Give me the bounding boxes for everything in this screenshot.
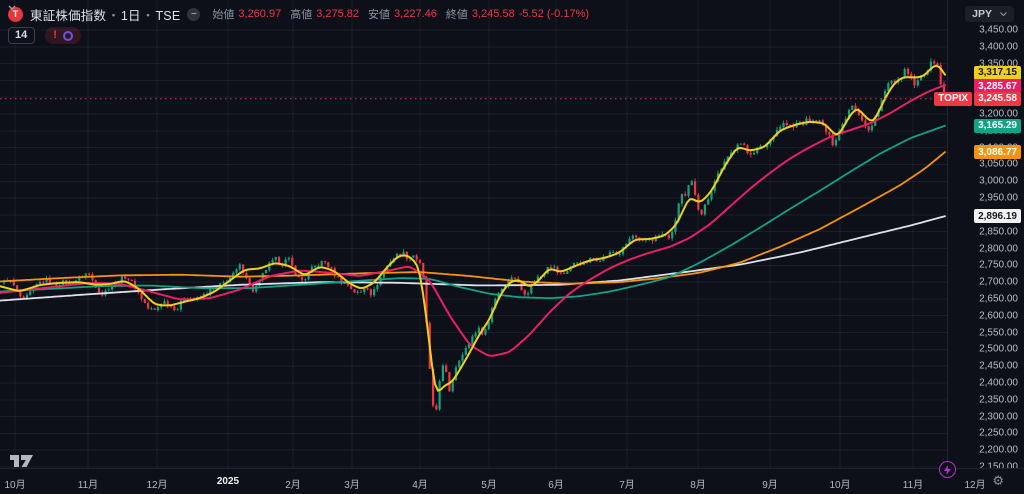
exchange-label: TSE bbox=[155, 8, 181, 23]
time-tick-month: 10月 bbox=[4, 480, 26, 491]
interval-label: 1日 bbox=[120, 8, 141, 23]
low-label: 安値 bbox=[368, 9, 391, 21]
time-axis[interactable]: 10月 11月 12月 2025 2月 3月 4月 5月 6月 7月 8月 9月 10月 11月 12月 ⚙ bbox=[0, 468, 1024, 494]
alerts-pill[interactable]: ! bbox=[45, 27, 81, 44]
time-tick-month: 12月 bbox=[146, 480, 168, 491]
high-label: 高値 bbox=[290, 9, 313, 21]
price-tick-label: 2,250.00 bbox=[979, 427, 1018, 439]
price-tick-label: 2,350.00 bbox=[979, 394, 1018, 406]
price-tick-label: 2,500.00 bbox=[979, 343, 1018, 355]
time-tick-month: 5月 bbox=[481, 480, 497, 491]
currency-label: JPY bbox=[972, 8, 992, 20]
price-tick-label: 2,750.00 bbox=[979, 259, 1018, 271]
chevron-down-icon bbox=[8, 5, 16, 10]
currency-selector[interactable]: JPY bbox=[965, 6, 1014, 22]
low-value: 3,227.46 bbox=[394, 8, 437, 20]
symbol-tag: TOPIX bbox=[934, 91, 973, 106]
price-tick-label: 3,050.00 bbox=[979, 158, 1018, 170]
price-tick-label: 3,000.00 bbox=[979, 175, 1018, 187]
price-tick-label: 3,400.00 bbox=[979, 41, 1018, 53]
close-value: 3,245.58 bbox=[471, 8, 515, 20]
badge-price: 2,896.19 bbox=[974, 209, 1021, 224]
time-tick-month: 11月 bbox=[902, 480, 924, 491]
ma-longest-price-badge: 2,896.19 bbox=[974, 209, 1021, 224]
badge-price: 3,165.29 bbox=[974, 118, 1021, 133]
time-tick-month: 4月 bbox=[412, 480, 428, 491]
close-label: 終値 bbox=[445, 9, 468, 21]
chart-legend: T 東証株価指数・1日・TSE – 始値 3,260.97 高値 3,275.82 … bbox=[8, 5, 589, 44]
price-tick-label: 3,350.00 bbox=[979, 58, 1018, 70]
badge-price: 3,285.67 bbox=[974, 79, 1021, 94]
indicator-count: 14 bbox=[15, 29, 28, 41]
time-tick-month: 2月 bbox=[285, 480, 301, 491]
ma-fast-price-badge: 3,317.15 bbox=[974, 65, 1021, 80]
symbol-logo-icon: T bbox=[8, 6, 23, 22]
time-tick-month: 8月 bbox=[690, 480, 706, 491]
market-status-minus-circle-icon[interactable]: – bbox=[187, 7, 201, 21]
ohlc-readout: 始値 3,260.97 高値 3,275.82 安値 3,227.46 終値 3,245… bbox=[207, 6, 589, 22]
badge-price: 3,086.77 bbox=[974, 145, 1021, 160]
badge-price: 3,317.15 bbox=[974, 65, 1021, 80]
price-tick-label: 2,600.00 bbox=[979, 310, 1018, 322]
ma-slower-price-badge: 3,086.77 bbox=[974, 145, 1021, 160]
price-tick-label: 2,950.00 bbox=[979, 192, 1018, 204]
time-tick-month: 10月 bbox=[829, 480, 851, 491]
price-tick-label: 2,300.00 bbox=[979, 411, 1018, 423]
price-tick-label: 2,800.00 bbox=[979, 243, 1018, 254]
price-tick-label: 2,700.00 bbox=[979, 276, 1018, 288]
settings-gear-icon[interactable]: ⚙ bbox=[992, 473, 1004, 488]
candlestick-chart[interactable] bbox=[0, 0, 947, 468]
price-tick-label: 2,550.00 bbox=[979, 327, 1018, 339]
last-price-badge: TOPIX 3,245.58 bbox=[934, 91, 1021, 106]
warning-icon: ! bbox=[53, 29, 57, 41]
caret-down-icon bbox=[1000, 12, 1007, 16]
time-tick-month: 9月 bbox=[762, 480, 778, 491]
lightning-icon[interactable] bbox=[939, 461, 956, 478]
symbol-name: 東証株価指数 bbox=[30, 8, 107, 23]
chart-plot-area[interactable]: T 東証株価指数・1日・TSE – 始値 3,260.97 高値 3,275.82 … bbox=[0, 0, 947, 468]
price-tick-label: 2,450.00 bbox=[979, 360, 1018, 372]
price-tick-label: 2,400.00 bbox=[979, 377, 1018, 389]
separator: ・ bbox=[141, 8, 155, 23]
change-value: -5.52 (-0.17%) bbox=[518, 8, 590, 20]
price-tick-label: 2,150.00 bbox=[979, 461, 1018, 473]
time-tick-month: 3月 bbox=[344, 480, 360, 491]
open-label: 始値 bbox=[212, 9, 235, 21]
price-tick-label: 3,450.00 bbox=[979, 24, 1018, 36]
time-tick-month: 6月 bbox=[548, 480, 564, 491]
purple-ring-icon bbox=[62, 30, 73, 41]
time-tick-month: 12月 bbox=[964, 480, 986, 491]
price-tick-label: 2,200.00 bbox=[979, 444, 1018, 456]
time-tick-month: 7月 bbox=[619, 480, 635, 491]
separator: ・ bbox=[107, 8, 120, 23]
price-tick-label: 2,850.00 bbox=[979, 226, 1018, 238]
price-tick-label: 3,200.00 bbox=[979, 108, 1018, 120]
ma-medium-price-badge: 3,285.67 bbox=[974, 79, 1021, 94]
open-value: 3,260.97 bbox=[238, 8, 282, 20]
ma-slow-price-badge: 3,165.29 bbox=[974, 118, 1021, 133]
time-tick-year: 2025 bbox=[216, 476, 240, 487]
symbol-title[interactable]: 東証株価指数・1日・TSE bbox=[30, 5, 180, 24]
badge-price: 3,245.58 bbox=[974, 91, 1021, 106]
time-tick-month: 11月 bbox=[77, 480, 99, 491]
price-tick-label: 2,650.00 bbox=[979, 293, 1018, 305]
price-scale[interactable]: JPY 3,450.003,400.003,350.003,300.003,25… bbox=[934, 0, 1024, 473]
high-value: 3,275.82 bbox=[316, 8, 360, 20]
legend-collapse-toggle[interactable]: 14 bbox=[8, 5, 36, 44]
